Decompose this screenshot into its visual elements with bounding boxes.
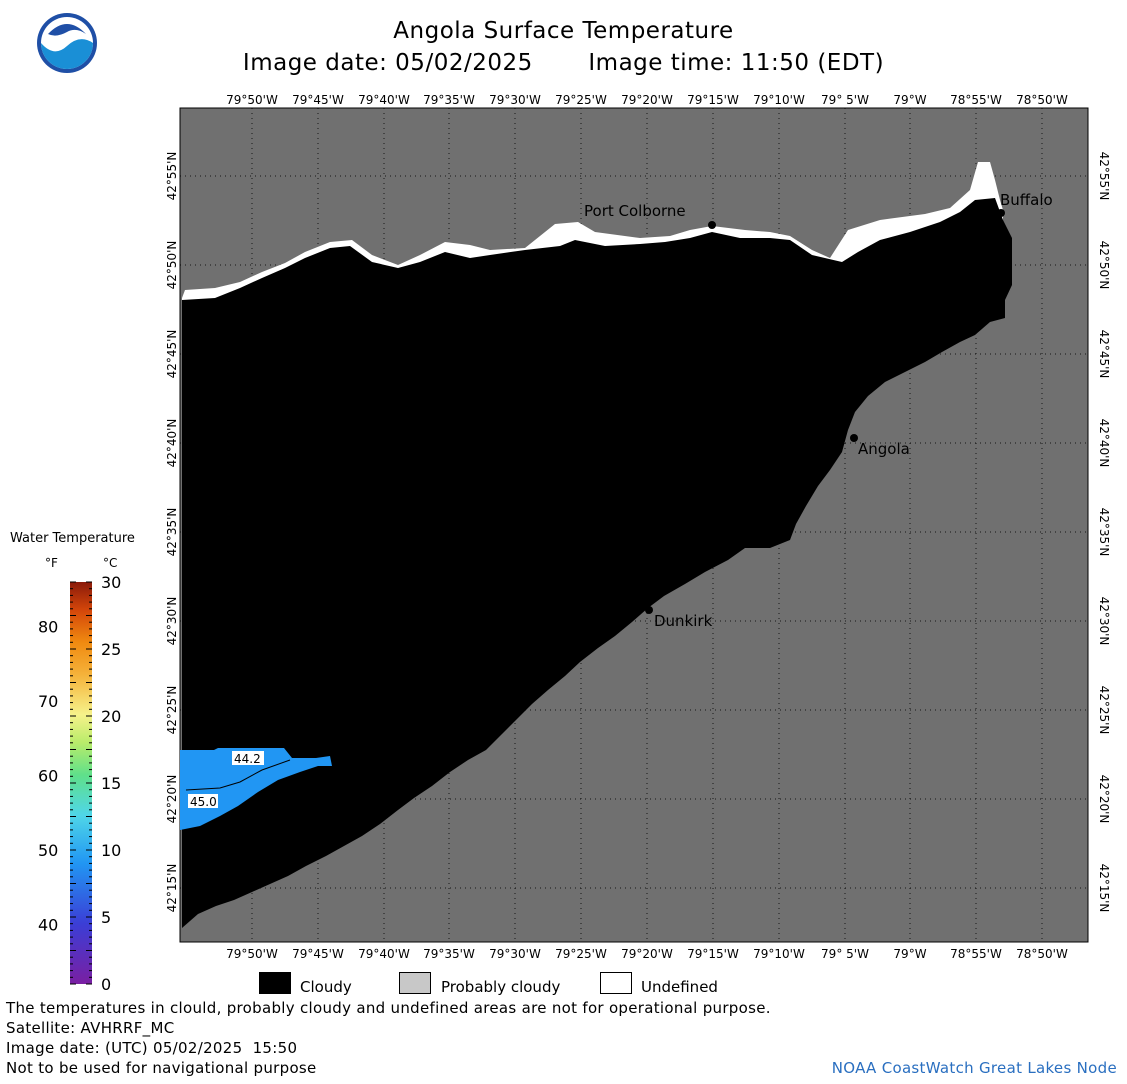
- city-label-port-colborne: Port Colborne: [584, 202, 686, 220]
- lon-label-bottom: 79°45'W: [292, 947, 344, 961]
- noaa-logo: [37, 13, 97, 73]
- contour-line: [185, 759, 291, 791]
- legend-f-tick-label: 50: [38, 841, 58, 860]
- legend-c-tick-label: 20: [101, 707, 121, 726]
- contour-label-bg: [232, 751, 264, 765]
- lon-label-top: 79°40'W: [358, 93, 410, 107]
- lon-label-top: 79° 5'W: [821, 93, 869, 107]
- lon-label-top: 79°10'W: [753, 93, 805, 107]
- lon-label-top: 79°30'W: [489, 93, 541, 107]
- lat-label-left: 42°50'N: [165, 241, 179, 290]
- contour-label-44: 44.2: [234, 752, 261, 766]
- lon-label-top: 78°55'W: [950, 93, 1002, 107]
- legend-c-tick-label: 5: [101, 908, 111, 927]
- lon-label-bottom: 79°25'W: [555, 947, 607, 961]
- lon-label-top: 78°50'W: [1016, 93, 1068, 107]
- lat-label-right: 42°50'N: [1097, 241, 1111, 290]
- city-marker-buffalo: [997, 209, 1005, 217]
- legend-unit-f: °F: [45, 556, 58, 570]
- lat-label-left: 42°15'N: [165, 864, 179, 913]
- city-marker-angola: [850, 434, 858, 442]
- key-label-probably-cloudy: Probably cloudy: [441, 978, 561, 996]
- lon-label-bottom: 79°W: [893, 947, 926, 961]
- lon-label-bottom: 78°55'W: [950, 947, 1002, 961]
- city-label-angola: Angola: [858, 440, 910, 458]
- legend-f-tick-label: 80: [38, 618, 58, 637]
- key-label-cloudy: Cloudy: [300, 978, 352, 996]
- page-title: Angola Surface Temperature: [393, 18, 734, 44]
- image-date: Image date: 05/02/2025: [242, 50, 533, 76]
- lon-label-bottom: 79°30'W: [489, 947, 541, 961]
- footer-credit: NOAA CoastWatch Great Lakes Node: [831, 1059, 1117, 1077]
- lon-label-bottom: 79°10'W: [753, 947, 805, 961]
- city-label-buffalo: Buffalo: [1000, 191, 1053, 209]
- water-temperature-patch: [180, 748, 332, 830]
- image-datetime: Image date: 05/02/2025 Image time: 11:50…: [0, 50, 1127, 76]
- lat-label-left: 42°35'N: [165, 508, 179, 557]
- lat-label-left: 42°55'N: [165, 152, 179, 201]
- lon-label-top: 79°20'W: [621, 93, 673, 107]
- lon-label-bottom: 79°50'W: [226, 947, 278, 961]
- lat-label-right: 42°55'N: [1097, 152, 1111, 201]
- footer-satellite: Satellite: AVHRRF_MC: [6, 1019, 175, 1037]
- lat-label-right: 42°35'N: [1097, 508, 1111, 557]
- city-marker-dunkirk: [645, 606, 653, 614]
- lon-label-bottom: 79° 5'W: [821, 947, 869, 961]
- lon-label-bottom: 79°15'W: [687, 947, 739, 961]
- lon-label-top: 79°35'W: [423, 93, 475, 107]
- lon-label-top: 79°15'W: [687, 93, 739, 107]
- key-swatch-cloudy: [259, 972, 291, 994]
- legend-f-tick-label: 70: [38, 692, 58, 711]
- legend-c-tick-label: 0: [101, 975, 111, 994]
- lat-label-left: 42°40'N: [165, 419, 179, 468]
- lon-label-top: 79°25'W: [555, 93, 607, 107]
- footer-utc-date: Image date: (UTC) 05/02/2025 15:50: [6, 1039, 298, 1057]
- legend-c-tick-label: 10: [101, 841, 121, 860]
- legend-title: Water Temperature: [10, 531, 135, 546]
- lat-label-left: 42°45'N: [165, 330, 179, 379]
- lat-label-left: 42°20'N: [165, 775, 179, 824]
- lat-label-right: 42°15'N: [1097, 864, 1111, 913]
- city-label-dunkirk: Dunkirk: [654, 612, 713, 630]
- lat-label-right: 42°30'N: [1097, 597, 1111, 646]
- key-swatch-undefined: [600, 972, 632, 994]
- cloud-region: [182, 198, 1012, 928]
- lon-label-bottom: 78°50'W: [1016, 947, 1068, 961]
- legend-f-tick-label: 40: [38, 915, 58, 934]
- lat-label-right: 42°25'N: [1097, 686, 1111, 735]
- lon-label-top: 79°50'W: [226, 93, 278, 107]
- lat-label-right: 42°45'N: [1097, 330, 1111, 379]
- legend-c-tick-label: 25: [101, 640, 121, 659]
- footer-nav-warning: Not to be used for navigational purpose: [6, 1059, 317, 1077]
- legend-f-tick-label: 60: [38, 767, 58, 786]
- lon-label-top: 79°45'W: [292, 93, 344, 107]
- lon-label-bottom: 79°35'W: [423, 947, 475, 961]
- lat-label-right: 42°40'N: [1097, 419, 1111, 468]
- lat-label-left: 42°25'N: [165, 686, 179, 735]
- city-marker-port-colborne: [708, 221, 716, 229]
- key-swatch-probably-cloudy: [399, 972, 431, 994]
- lat-label-left: 42°30'N: [165, 597, 179, 646]
- lon-label-bottom: 79°20'W: [621, 947, 673, 961]
- footer-disclaimer: The temperatures in clould, probably clo…: [6, 999, 771, 1017]
- image-time: Image time: 11:50 (EDT): [588, 50, 885, 76]
- lat-label-right: 42°20'N: [1097, 775, 1111, 824]
- lon-label-bottom: 79°40'W: [358, 947, 410, 961]
- key-label-undefined: Undefined: [641, 978, 718, 996]
- contour-label-45: 45.0: [190, 795, 217, 809]
- legend-unit-c: °C: [103, 556, 118, 570]
- legend-c-tick-label: 30: [101, 573, 121, 592]
- contour-label-bg: [188, 794, 218, 808]
- lon-label-top: 79°W: [893, 93, 926, 107]
- legend-c-tick-label: 15: [101, 774, 121, 793]
